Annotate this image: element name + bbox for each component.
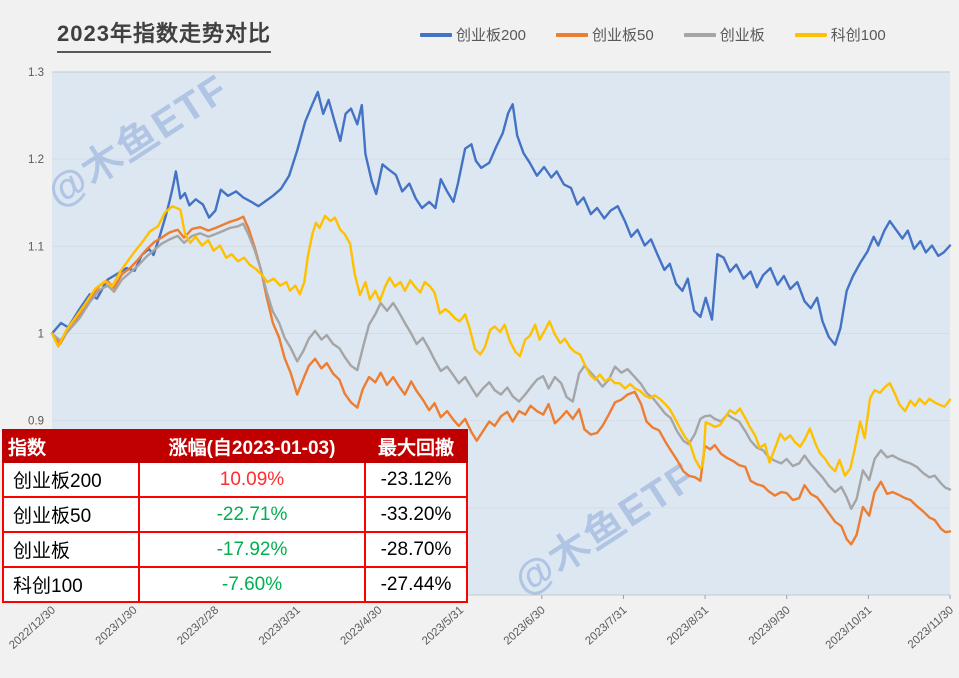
change-value: -7.60% [138, 566, 366, 603]
legend-label: 创业板200 [456, 27, 527, 44]
x-tick-label: 2023/1/30 [94, 604, 140, 647]
x-tick-label: 2023/8/31 [665, 604, 711, 647]
drawdown-value: -27.44% [364, 566, 468, 603]
legend-label: 科创100 [830, 27, 886, 44]
series-line-4-科创100 [50, 204, 952, 477]
x-tick-label: 2023/7/31 [583, 604, 629, 647]
y-tick-label: 1.2 [28, 154, 44, 166]
y-tick-label: 1.1 [28, 241, 44, 253]
x-tick-label: 2023/6/30 [502, 604, 548, 647]
series-line-3-创业板 [50, 222, 952, 510]
table-row: 创业板50 -22.71% -33.20% [2, 496, 468, 533]
legend-item-cyb200: 创业板200 [420, 24, 526, 45]
legend-swatch-cyb200 [420, 32, 452, 37]
table-row: 创业板 -17.92% -28.70% [2, 531, 468, 568]
header-drawdown: 最大回撤 [364, 429, 468, 463]
legend-item-kc100: 科创100 [794, 24, 886, 45]
y-tick-label: 1 [38, 329, 44, 341]
x-tick-label: 2023/11/30 [906, 604, 956, 651]
index-name: 创业板200 [2, 461, 140, 498]
series-line-1-创业板200 [50, 90, 952, 346]
x-tick-label: 2023/10/31 [824, 604, 875, 651]
change-value: 10.09% [138, 461, 366, 498]
index-name: 创业板50 [2, 496, 140, 533]
header-change: 涨幅(自2023-01-03) [138, 429, 366, 463]
stats-table-header-row: 指数 涨幅(自2023-01-03) 最大回撤 [2, 429, 468, 463]
x-tick-label: 2023/5/31 [420, 604, 466, 647]
header-index: 指数 [2, 429, 140, 463]
index-name: 创业板 [2, 531, 140, 568]
change-value: -17.92% [138, 531, 366, 568]
drawdown-value: -28.70% [364, 531, 468, 568]
stats-table: 指数 涨幅(自2023-01-03) 最大回撤 创业板200 10.09% -2… [2, 429, 468, 603]
drawdown-value: -23.12% [364, 461, 468, 498]
series-line-2-创业板50 [50, 215, 952, 546]
legend-swatch-kc100 [794, 32, 827, 37]
x-tick-label: 2022/12/30 [7, 604, 58, 651]
y-tick-label: 0.9 [28, 416, 44, 428]
table-row: 创业板200 10.09% -23.12% [2, 461, 468, 498]
legend-swatch-cyb [683, 32, 716, 37]
legend-swatch-cyb50 [556, 32, 589, 37]
legend-item-cyb: 创业板 [683, 24, 765, 45]
legend: 创业板200 创业板50 创业板 科创100 [420, 24, 920, 45]
legend-label: 创业板 [719, 27, 765, 44]
x-axis-labels: 2022/12/30 2023/1/30 2023/2/28 2023/3/31 202… [7, 595, 956, 652]
legend-item-cyb50: 创业板50 [556, 24, 654, 45]
drawdown-value: -33.20% [364, 496, 468, 533]
index-name: 科创100 [2, 566, 140, 603]
table-row: 科创100 -7.60% -27.44% [2, 566, 468, 603]
x-tick-label: 2023/2/28 [175, 604, 221, 647]
chart-title: 2023年指数走势对比 [57, 16, 271, 53]
x-tick-label: 2023/3/31 [257, 604, 303, 647]
legend-label: 创业板50 [592, 27, 654, 44]
change-value: -22.71% [138, 496, 366, 533]
x-tick-label: 2023/4/30 [338, 604, 384, 647]
x-tick-label: 2023/9/30 [747, 604, 793, 647]
y-tick-label: 1.3 [28, 67, 44, 79]
